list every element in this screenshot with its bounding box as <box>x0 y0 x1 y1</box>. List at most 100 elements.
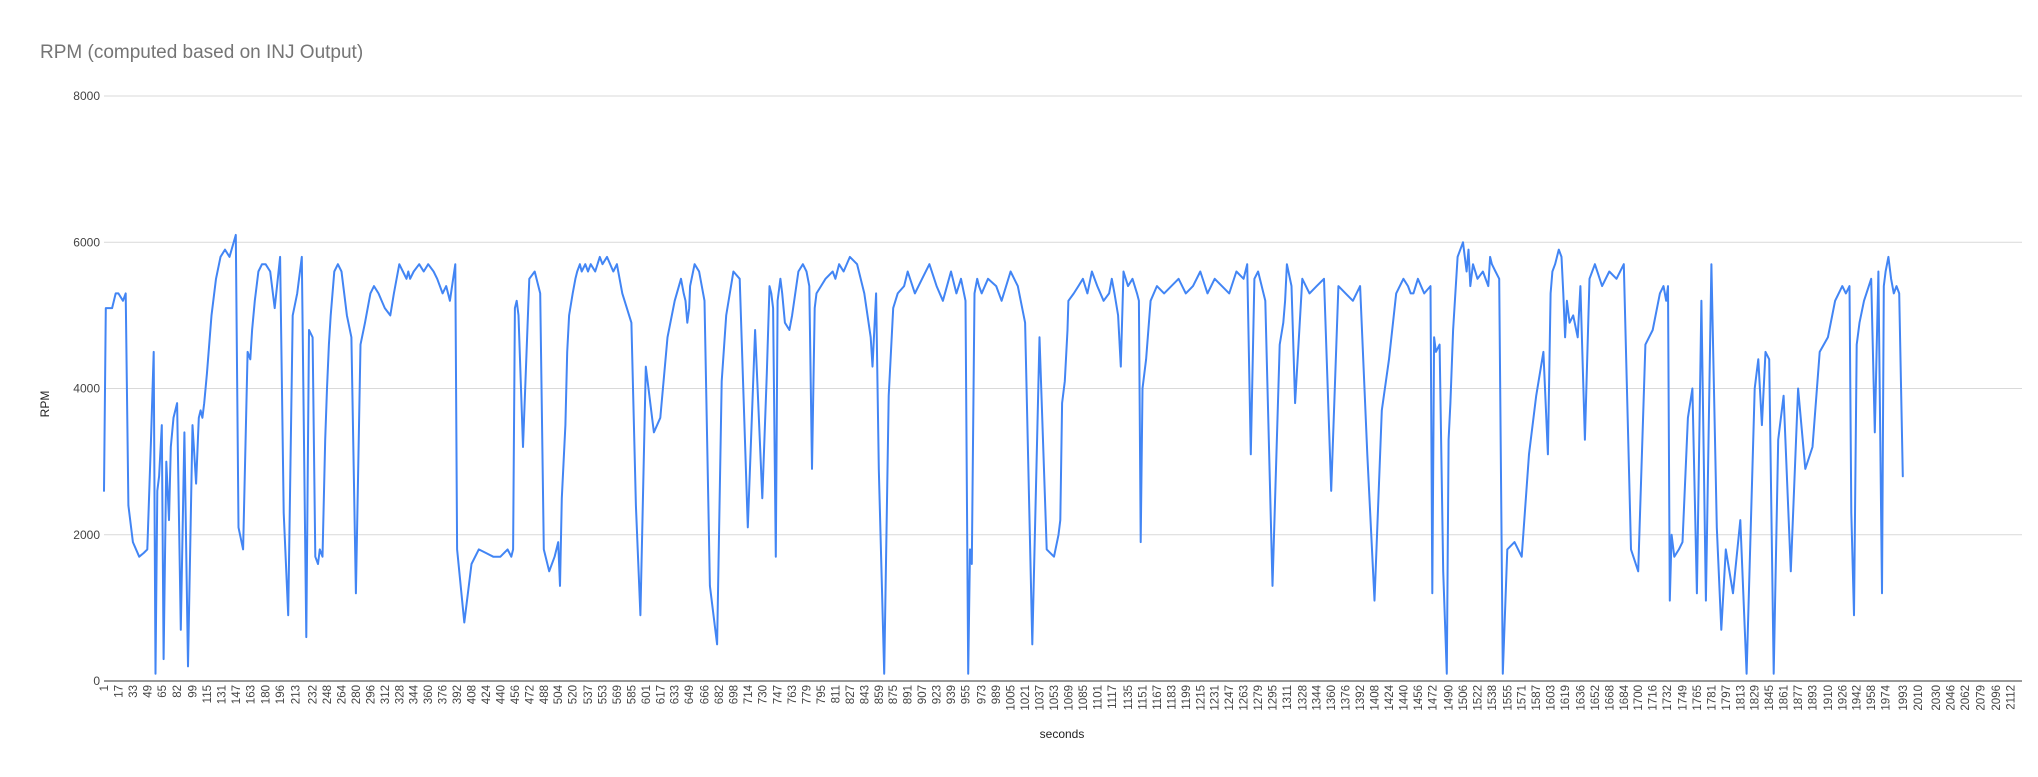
x-tick-label: 280 <box>351 685 363 704</box>
x-tick-label: 2046 <box>1946 685 1958 711</box>
x-tick-label: 1861 <box>1779 685 1791 711</box>
x-tick-label: 1199 <box>1181 685 1193 710</box>
x-tick-label: 714 <box>743 684 755 704</box>
x-tick-label: 989 <box>991 685 1003 704</box>
x-tick-label: 213 <box>290 685 302 704</box>
x-tick-label: 296 <box>365 685 377 704</box>
x-tick-label: 1877 <box>1793 685 1805 711</box>
x-tick-label: 49 <box>142 685 154 698</box>
y-axis-label: RPM <box>38 391 52 418</box>
y-tick-label: 2000 <box>73 528 100 542</box>
x-tick-label: 344 <box>409 684 421 704</box>
x-tick-label: 1167 <box>1152 685 1164 710</box>
x-tick-label: 1522 <box>1472 685 1484 711</box>
x-tick-label: 1668 <box>1604 685 1616 711</box>
x-tick-label: 312 <box>380 685 392 704</box>
x-tick-label: 1506 <box>1458 685 1470 711</box>
x-tick-label: 1910 <box>1823 685 1835 711</box>
x-tick-label: 180 <box>261 685 273 704</box>
x-tick-label: 795 <box>816 685 828 704</box>
x-tick-label: 1408 <box>1370 685 1382 711</box>
x-tick-label: 147 <box>231 685 243 704</box>
x-tick-label: 1328 <box>1297 685 1309 711</box>
x-tick-label: 1069 <box>1063 685 1075 711</box>
x-tick-label: 472 <box>524 685 536 704</box>
x-tick-label: 1781 <box>1706 685 1718 711</box>
x-tick-label: 1215 <box>1195 685 1207 711</box>
x-tick-label: 537 <box>583 685 595 704</box>
x-tick-label: 1765 <box>1692 685 1704 711</box>
x-tick-label: 33 <box>128 685 140 698</box>
x-tick-label: 1813 <box>1735 685 1747 711</box>
x-tick-label: 2030 <box>1931 685 1943 711</box>
y-tick-label: 4000 <box>73 382 100 396</box>
x-tick-label: 1151 <box>1137 685 1149 710</box>
x-tick-label: 1263 <box>1239 685 1251 711</box>
x-tick-label: 1344 <box>1312 684 1324 710</box>
x-tick-label: 553 <box>597 685 609 704</box>
x-tick-label: 376 <box>438 685 450 704</box>
x-tick-label: 617 <box>655 685 667 704</box>
x-tick-label: 1360 <box>1326 685 1338 711</box>
x-tick-label: 1053 <box>1049 685 1061 711</box>
x-tick-label: 328 <box>394 685 406 704</box>
series-line-rpm <box>103 233 1904 675</box>
x-tick-label: 17 <box>113 685 125 698</box>
x-tick-label: 1392 <box>1355 685 1367 711</box>
x-tick-label: 1684 <box>1619 684 1631 710</box>
x-tick-label: 424 <box>481 684 493 704</box>
x-tick-label: 163 <box>245 685 257 704</box>
x-tick-label: 1926 <box>1837 685 1849 711</box>
x-tick-label: 1279 <box>1253 685 1265 711</box>
x-tick-label: 1749 <box>1677 685 1689 711</box>
x-tick-label: 1993 <box>1898 685 1910 711</box>
x-tick-label: 440 <box>495 685 507 704</box>
x-tick-label: 1555 <box>1502 685 1514 711</box>
x-tick-label: 682 <box>714 685 726 704</box>
x-tick-label: 649 <box>684 685 696 704</box>
x-tick-label: 698 <box>728 685 740 704</box>
x-tick-label: 196 <box>275 685 287 704</box>
x-tick-label: 1424 <box>1384 684 1396 710</box>
x-tick-label: 955 <box>960 685 972 704</box>
y-tick-label: 6000 <box>73 235 100 249</box>
x-tick-label: 666 <box>700 685 712 704</box>
x-tick-label: 569 <box>612 685 624 704</box>
y-tick-label: 8000 <box>73 89 100 103</box>
x-tick-label: 360 <box>423 685 435 704</box>
x-tick-label: 1037 <box>1035 685 1047 711</box>
x-tick-label: 843 <box>859 685 871 704</box>
x-tick-label: 973 <box>977 685 989 704</box>
y-axis-ticks: 0 2000 4000 6000 8000 <box>73 89 100 688</box>
x-tick-label: 408 <box>467 685 479 704</box>
x-tick-label: 730 <box>757 685 769 704</box>
x-tick-label: 827 <box>845 685 857 704</box>
x-tick-label: 65 <box>157 685 169 698</box>
x-tick-label: 1587 <box>1531 685 1543 711</box>
x-tick-label: 1732 <box>1662 685 1674 711</box>
x-tick-label: 1845 <box>1764 685 1776 711</box>
x-tick-label: 1636 <box>1575 685 1587 711</box>
x-tick-label: 1472 <box>1427 685 1439 711</box>
x-tick-label: 1490 <box>1444 685 1456 711</box>
x-tick-label: 2112 <box>2005 685 2017 710</box>
x-tick-label: 1 <box>99 685 111 691</box>
series-layer <box>103 233 1904 675</box>
x-tick-label: 601 <box>641 685 653 704</box>
x-tick-label: 115 <box>202 685 214 703</box>
x-tick-label: 2079 <box>1975 685 1987 711</box>
x-tick-label: 811 <box>830 685 842 703</box>
x-tick-label: 504 <box>553 684 565 704</box>
x-axis-label: seconds <box>1040 727 1085 741</box>
x-tick-label: 1716 <box>1648 685 1660 711</box>
x-tick-label: 1456 <box>1413 685 1425 711</box>
x-tick-label: 875 <box>888 685 900 704</box>
x-tick-label: 1440 <box>1398 685 1410 711</box>
x-tick-label: 1135 <box>1123 685 1135 710</box>
x-tick-label: 1974 <box>1881 684 1893 710</box>
x-tick-label: 923 <box>932 685 944 704</box>
x-tick-label: 1893 <box>1808 685 1820 711</box>
y-tick-label: 0 <box>93 674 100 688</box>
x-tick-label: 779 <box>802 685 814 704</box>
